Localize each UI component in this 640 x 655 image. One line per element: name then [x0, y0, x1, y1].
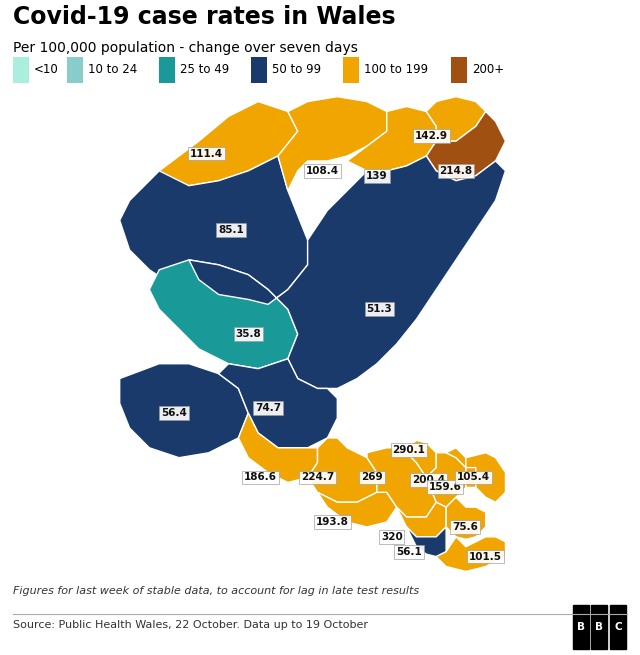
Text: 320: 320 [381, 532, 403, 542]
FancyBboxPatch shape [159, 57, 175, 83]
Text: Per 100,000 population - change over seven days: Per 100,000 population - change over sev… [13, 41, 358, 55]
Polygon shape [426, 111, 506, 181]
FancyBboxPatch shape [610, 605, 626, 648]
Text: Figures for last week of stable data, to account for lag in late test results: Figures for last week of stable data, to… [13, 586, 419, 596]
Polygon shape [367, 448, 436, 517]
Polygon shape [397, 502, 446, 537]
Text: 290.1: 290.1 [392, 445, 426, 455]
Text: 50 to 99: 50 to 99 [272, 63, 321, 76]
Text: 75.6: 75.6 [452, 522, 478, 532]
Text: Source: Public Health Wales, 22 October. Data up to 19 October: Source: Public Health Wales, 22 October.… [13, 620, 368, 629]
FancyBboxPatch shape [67, 57, 83, 83]
Polygon shape [436, 537, 506, 571]
Text: 142.9: 142.9 [415, 131, 448, 141]
Text: 100 to 199: 100 to 199 [364, 63, 428, 76]
Text: 56.4: 56.4 [161, 408, 187, 418]
Polygon shape [426, 453, 466, 507]
FancyBboxPatch shape [251, 57, 267, 83]
Polygon shape [149, 102, 298, 185]
FancyBboxPatch shape [451, 57, 467, 83]
Polygon shape [317, 493, 397, 527]
Text: 200.4: 200.4 [412, 475, 445, 485]
Polygon shape [189, 156, 506, 388]
Polygon shape [446, 497, 486, 539]
Polygon shape [406, 527, 446, 557]
Polygon shape [219, 359, 337, 448]
Text: 56.1: 56.1 [396, 547, 422, 557]
Polygon shape [466, 453, 506, 502]
FancyBboxPatch shape [591, 605, 607, 648]
Polygon shape [348, 107, 436, 171]
Text: 186.6: 186.6 [244, 472, 277, 483]
Text: 159.6: 159.6 [429, 482, 461, 493]
Polygon shape [406, 440, 436, 477]
Text: 74.7: 74.7 [255, 403, 281, 413]
Text: Covid-19 case rates in Wales: Covid-19 case rates in Wales [13, 5, 396, 29]
Text: 25 to 49: 25 to 49 [180, 63, 229, 76]
Text: 224.7: 224.7 [301, 472, 334, 483]
FancyBboxPatch shape [343, 57, 359, 83]
Polygon shape [238, 413, 317, 483]
Text: 108.4: 108.4 [306, 166, 339, 176]
Polygon shape [120, 364, 248, 458]
Text: 139: 139 [366, 171, 388, 181]
Text: 101.5: 101.5 [469, 552, 502, 561]
Text: B: B [577, 622, 585, 632]
Polygon shape [278, 97, 387, 191]
Polygon shape [149, 260, 298, 369]
Text: 214.8: 214.8 [440, 166, 472, 176]
Text: 193.8: 193.8 [316, 517, 349, 527]
Text: C: C [614, 622, 621, 632]
Text: <10: <10 [34, 63, 59, 76]
Text: 200+: 200+ [472, 63, 504, 76]
Text: 85.1: 85.1 [218, 225, 244, 235]
FancyBboxPatch shape [573, 605, 589, 648]
Text: B: B [595, 622, 604, 632]
Text: 269: 269 [361, 472, 383, 483]
Text: 35.8: 35.8 [236, 329, 261, 339]
Text: 111.4: 111.4 [189, 149, 223, 159]
Polygon shape [446, 448, 476, 487]
Text: 51.3: 51.3 [367, 305, 392, 314]
FancyBboxPatch shape [13, 57, 29, 83]
Polygon shape [308, 438, 377, 502]
Polygon shape [120, 156, 308, 309]
Text: 105.4: 105.4 [457, 472, 490, 483]
Polygon shape [426, 97, 486, 141]
Text: 10 to 24: 10 to 24 [88, 63, 137, 76]
